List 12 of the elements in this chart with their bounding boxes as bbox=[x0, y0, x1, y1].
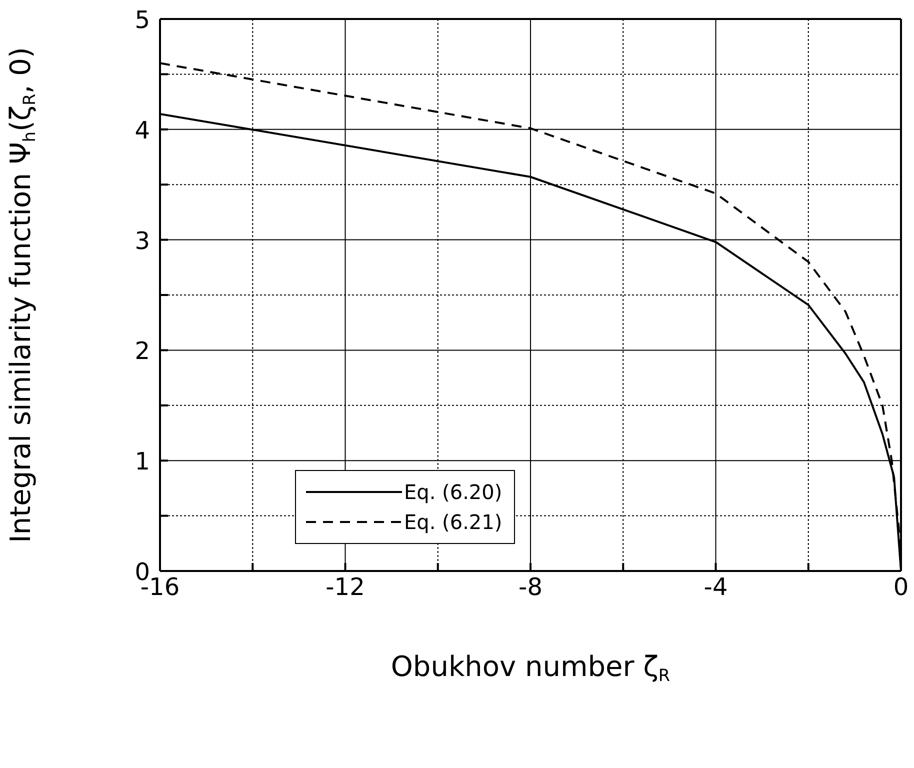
x-tick-label: 0 bbox=[893, 573, 909, 601]
x-tick-label: -4 bbox=[704, 573, 728, 601]
y-tick-label: 3 bbox=[134, 226, 150, 255]
legend-label: Eq. (6.20) bbox=[404, 480, 502, 504]
legend-label: Eq. (6.21) bbox=[404, 510, 502, 534]
x-tick-label: -12 bbox=[326, 573, 365, 601]
y-tick-label: 1 bbox=[134, 448, 150, 476]
x-tick-label: -8 bbox=[518, 573, 542, 601]
x-axis-title: Obukhov number ζ$_{R}$ bbox=[390, 650, 670, 686]
y-tick-label: 2 bbox=[134, 337, 150, 366]
y-tick-label: 5 bbox=[134, 6, 150, 34]
y-tick-label: 4 bbox=[134, 116, 150, 144]
